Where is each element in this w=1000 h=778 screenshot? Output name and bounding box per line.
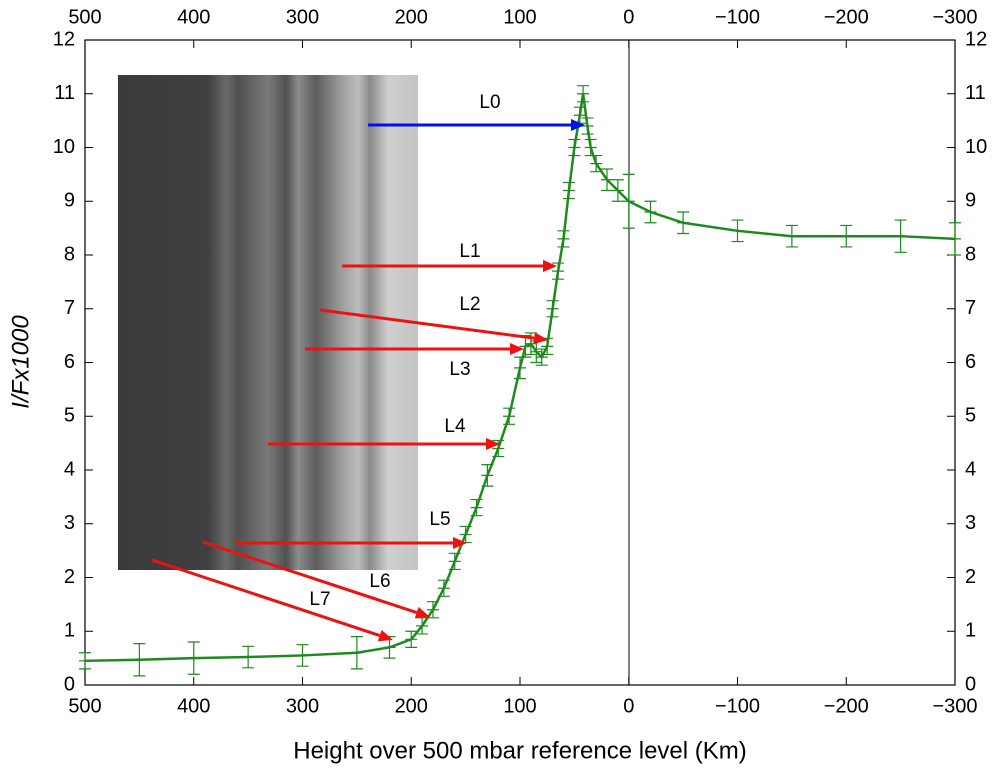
x-tick-label-top: 400 [177,6,210,28]
annotation-label: L3 [449,359,470,380]
annotation-label: L4 [444,416,466,437]
y-tick-label: 12 [53,28,75,50]
inset-image [118,75,418,570]
arrow-head [510,343,524,355]
y-tick-label: 8 [64,243,75,265]
data-line [84,93,956,663]
annotation-arrow [202,540,418,615]
y-tick-label-right: 12 [965,28,987,50]
y-tick-label: 6 [64,351,75,373]
y-tick-label: 10 [53,136,75,158]
annotation-label: L1 [459,241,480,262]
y-tick-label: 5 [64,405,75,427]
y-tick-label: 7 [64,297,75,319]
y-tick-label-right: 4 [965,458,976,480]
y-tick-label-right: 10 [965,136,987,158]
y-tick-label-right: 2 [965,566,976,588]
x-tick-label-top: 200 [395,6,428,28]
annotation-arrow [319,308,535,340]
arrow-head [377,629,393,642]
annotation-label: L5 [429,509,450,530]
y-tick-label-right: 6 [965,351,976,373]
x-tick-label-top: −100 [715,6,760,28]
arrow-head [571,119,585,131]
x-tick-label: 300 [286,695,319,717]
x-tick-label-top: 100 [503,6,536,28]
y-tick-label-right: 1 [965,620,976,642]
x-tick-label: 200 [395,695,428,717]
y-tick-label-right: 11 [965,82,986,104]
annotation-arrow [151,558,381,638]
x-tick-label: 100 [503,695,536,717]
y-tick-label: 3 [64,512,75,534]
y-tick-label-right: 7 [965,297,976,319]
arrow-head [533,332,548,345]
y-tick-label-right: 8 [965,243,976,265]
annotation-label: L0 [479,92,500,113]
y-tick-label-right: 5 [965,405,976,427]
y-tick-label: 9 [64,190,75,212]
x-tick-label: −300 [932,695,977,717]
arrow-head [543,260,557,272]
y-tick-label: 0 [64,673,75,695]
y-tick-label-right: 0 [965,673,976,695]
x-tick-label-top: 500 [68,6,101,28]
y-tick-label: 2 [64,566,75,588]
x-tick-label: 400 [177,695,210,717]
arrow-head [486,438,500,450]
arrow-head [414,606,430,619]
annotation-label: L6 [369,571,390,592]
y-tick-label: 11 [54,82,75,104]
y-tick-label-right: 3 [965,512,976,534]
annotation-label: L2 [459,294,480,315]
arrow-head [453,537,467,549]
x-tick-label-top: 300 [286,6,319,28]
y-axis-label: I/Fx1000 [7,315,34,409]
x-tick-label-top: −200 [824,6,869,28]
y-tick-label: 1 [64,620,75,642]
x-axis-label: Height over 500 mbar reference level (Km… [293,737,747,764]
x-tick-label: 0 [623,695,634,717]
x-tick-label: 500 [68,695,101,717]
x-tick-label: −200 [824,695,869,717]
y-tick-label-right: 9 [965,190,976,212]
annotation-label: L7 [309,589,330,610]
y-tick-label: 4 [64,458,75,480]
x-tick-label-top: −300 [932,6,977,28]
x-tick-label-top: 0 [623,6,634,28]
x-tick-label: −100 [715,695,760,717]
